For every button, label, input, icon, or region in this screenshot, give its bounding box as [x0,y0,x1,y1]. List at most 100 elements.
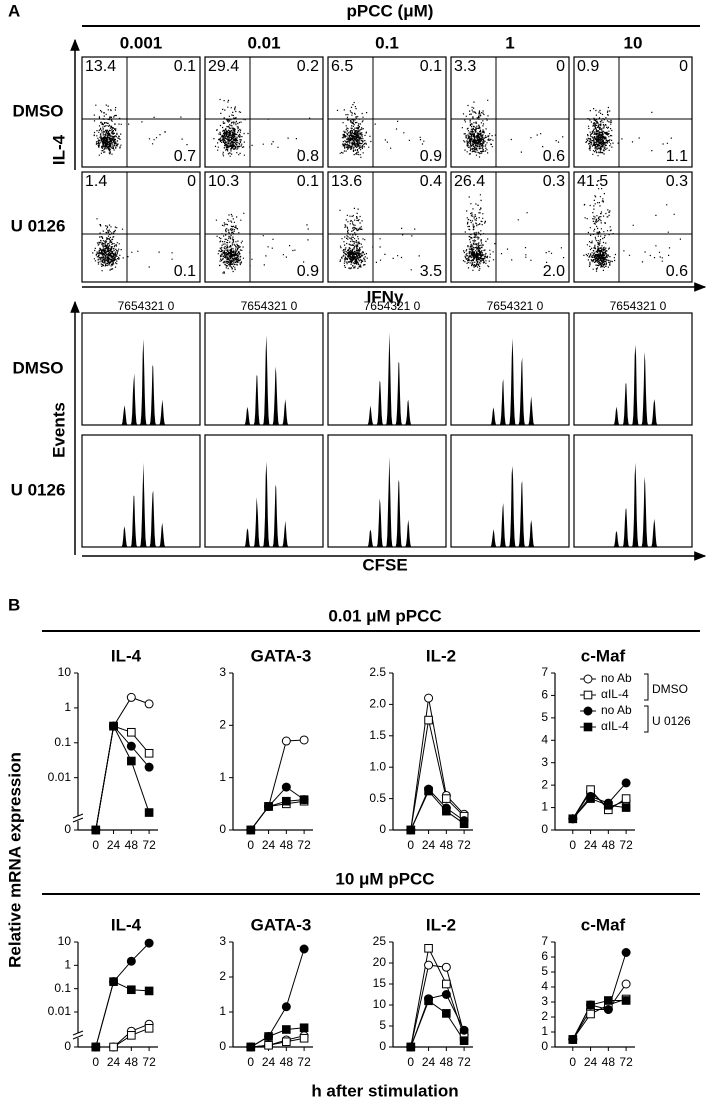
plot-frame [327,312,447,426]
marker [459,819,469,829]
quadrant-value: 0.3 [543,173,565,190]
plot-frame [573,56,693,168]
marker [282,1037,291,1047]
quadrant-value: 10.3 [208,173,239,190]
y-tick-label: 6 [541,688,548,702]
group-label: 10 μM pPCC [335,869,434,888]
quadrant-value: 2.0 [543,263,565,280]
marker [282,796,291,806]
row-label: DMSO [13,358,64,377]
axis-label: Events [49,402,68,458]
series-line [95,980,150,1048]
y-tick-label: 4 [541,979,548,993]
x-tick-label: 0 [92,1055,99,1069]
marker [246,1042,256,1052]
cell-dots [583,180,681,272]
x-tick-label: 24 [107,1055,121,1069]
y-tick-label: 15 [373,976,387,990]
y-tick-label: 7 [541,934,548,948]
histogram [450,434,570,548]
x-tick-label: 72 [457,1055,471,1069]
marker [127,985,136,995]
marker [109,721,118,731]
legend-marker [583,674,593,684]
marker [281,1002,291,1012]
marker [424,944,433,953]
marker [604,996,613,1005]
cell-dots [336,101,425,158]
column-label: 1 [505,33,514,52]
column-label: 10 [624,33,643,52]
plot-frame [573,434,693,548]
marker [424,693,434,703]
axis-label: h after stimulation [311,1081,458,1100]
quadrant-value: 0.1 [420,58,442,75]
series-line [250,1035,305,1048]
quadrant-value: 0.1 [174,263,196,280]
legend-label: no Ab [601,671,632,685]
marker [299,1023,309,1033]
y-tick-label: 1 [541,800,548,814]
marker [604,801,613,810]
y-tick-label: 1 [219,770,226,784]
dot-plot: 6.5 0.1 0.9 [327,56,447,168]
marker [603,1005,613,1014]
dot-plot: 10.3 0.1 0.9 [204,171,324,283]
x-tick-label: 48 [440,1055,454,1069]
marker [264,802,273,811]
marker [299,944,309,954]
marker [144,986,154,996]
marker [281,782,291,792]
quadrant-value: 0.6 [666,263,688,280]
y-tick-label: 1.0 [369,759,386,773]
dot-plot: 3.3 0 0.6 [450,56,570,168]
quadrant-value: 0.7 [174,148,196,165]
x-tick-label: 0 [247,838,254,852]
x-tick-label: 0 [569,838,576,852]
quadrant-value: 0.2 [297,58,319,75]
marker [126,741,136,751]
axis-break [72,817,84,823]
legend-bracket [644,705,649,733]
series-line [95,725,150,831]
marker [441,962,451,972]
histogram [573,312,693,426]
histogram [81,312,201,426]
histogram [204,434,324,548]
histogram-peaks [599,462,674,547]
y-tick-label: 2.0 [369,697,386,711]
marker [144,762,154,772]
series-line [95,696,150,831]
series-line [410,1000,465,1048]
y-tick-label: 6 [541,949,548,963]
marker [586,794,595,803]
plot-frame [450,434,570,548]
marker [246,825,256,835]
column-label: 0.01 [247,33,280,52]
legend-group: DMSO [652,682,688,696]
histogram-peaks [353,332,428,425]
y-tick-label: 20 [373,955,387,969]
legend-label: αIL-4 [601,719,629,733]
y-tick-label: 1 [541,1024,548,1038]
division-label: 7654321 0 [118,299,175,313]
y-tick-label: 2 [219,718,226,732]
marker [299,1033,309,1043]
cell-dots [93,104,188,156]
series-line [95,1023,150,1048]
plot-frame [204,171,324,283]
y-tick-label: 0 [64,822,71,836]
series-line [250,1037,305,1048]
marker [406,825,416,835]
marker [406,1042,416,1052]
y-tick-label: 5 [379,1018,386,1032]
series-line [250,786,305,831]
x-tick-label: 72 [142,838,156,852]
y-tick-label: 3 [219,665,226,679]
division-label: 7654321 0 [610,299,667,313]
marker [299,795,309,804]
marker [568,1035,578,1044]
chart-title: IL-4 [111,646,142,665]
y-tick-label: 0.5 [369,791,386,805]
quadrant-value: 0.3 [666,173,688,190]
